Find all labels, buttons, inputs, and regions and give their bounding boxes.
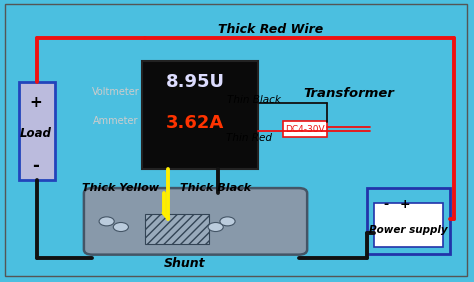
Text: Power supply: Power supply (369, 225, 448, 235)
Text: Thick Red Wire: Thick Red Wire (218, 23, 323, 36)
Bar (19, 82, 55, 180)
Text: Thin Black: Thin Black (227, 95, 281, 105)
Text: Ammeter: Ammeter (93, 116, 139, 126)
Text: +: + (400, 198, 410, 211)
Text: Transformer: Transformer (303, 87, 394, 100)
Text: 8.95U: 8.95U (166, 73, 225, 91)
Bar (283, 121, 327, 137)
Bar (145, 214, 209, 244)
Text: Thick Yellow: Thick Yellow (82, 182, 159, 193)
Bar (374, 203, 443, 247)
Text: Voltmeter: Voltmeter (92, 87, 140, 97)
Text: Thick Black: Thick Black (180, 182, 251, 193)
Bar (142, 61, 258, 169)
FancyBboxPatch shape (84, 188, 307, 255)
Bar (367, 188, 450, 254)
Text: Shunt: Shunt (164, 257, 206, 270)
Text: 3.62A: 3.62A (166, 114, 224, 132)
Circle shape (99, 217, 114, 226)
Text: DC4-30V: DC4-30V (285, 125, 325, 134)
Text: -: - (384, 198, 389, 211)
Circle shape (208, 222, 223, 232)
Text: -: - (33, 157, 39, 175)
Circle shape (220, 217, 235, 226)
Text: +: + (30, 95, 42, 111)
Text: Load: Load (20, 127, 52, 140)
Text: Thin Red: Thin Red (226, 133, 272, 143)
Circle shape (113, 222, 128, 232)
